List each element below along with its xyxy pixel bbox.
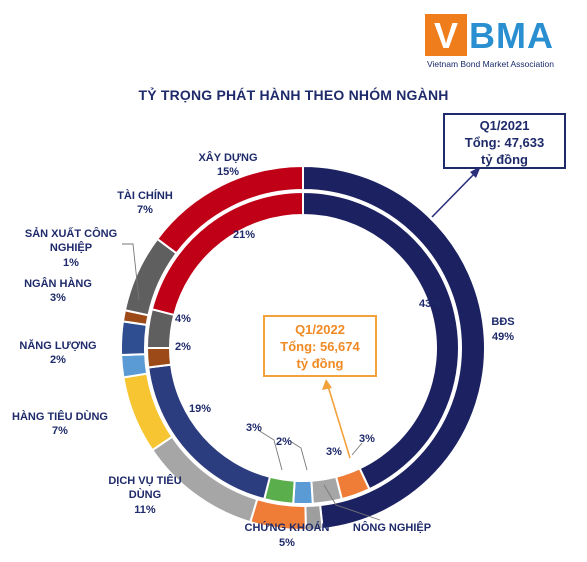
pct-inner-lightblue: 2% [276, 436, 292, 448]
pct-inner-orange: 3% [359, 433, 375, 445]
leader-sxcn [122, 243, 140, 301]
outer-slice-6 [120, 320, 148, 357]
callout-q2021-period: Q1/2021 [479, 118, 530, 133]
label-dich-vu-tieu-dung: DỊCH VỤ TIÊU DÙNG 11% [108, 474, 181, 516]
label-nong-nghiep: NÔNG NGHIỆP [353, 521, 431, 534]
label-ngan-hang: NGÂN HÀNG 3% [24, 277, 92, 304]
label-hang-tieu-dung: HÀNG TIÊU DÙNG 7% [12, 410, 108, 437]
category-labels: BĐS 49% NÔNG NGHIỆP CHỨNG KHOÁN 5% DỊCH VỤ… [12, 151, 515, 549]
outer-ring-q2021 [120, 164, 486, 531]
arrow-q2021 [431, 171, 477, 218]
arrow-q2022 [327, 385, 351, 459]
logo-subtitle: Vietnam Bond Market Association [427, 59, 554, 69]
inner-slice-7 [145, 307, 176, 349]
pct-inner-green: 3% [246, 422, 262, 434]
outer-slice-5 [120, 353, 149, 379]
leader-inner-3a [257, 429, 283, 471]
callout-arrows [322, 166, 481, 459]
label-chung-khoan: CHỨNG KHOÁN 5% [245, 521, 330, 549]
vbma-logo: V BMA Vietnam Bond Market Association [425, 14, 573, 72]
pct-inner-navy2: 19% [189, 403, 211, 415]
leader-inner-3c [351, 442, 363, 456]
label-bds: BĐS 49% [491, 316, 514, 343]
logo-letter-v: V [433, 15, 458, 56]
pct-inner-gray: 3% [326, 446, 342, 458]
leader-lines [122, 243, 381, 521]
callout-q2021: Q1/2021 Tổng: 47,633 tỷ đồng [443, 113, 566, 169]
arrowhead-q2021 [470, 166, 481, 178]
logo-letters: BMA [469, 15, 554, 56]
pct-inner-red: 21% [233, 229, 255, 241]
inner-slice-8 [150, 190, 304, 317]
leader-nong-nghiep [323, 484, 381, 521]
pct-inner-darkgray: 4% [175, 313, 191, 325]
callout-q2022-total: Tổng: 56,674 [280, 339, 360, 354]
callout-q2022: Q1/2022 Tổng: 56,674 tỷ đồng [263, 315, 377, 377]
label-tai-chinh: TÀI CHÍNH 7% [117, 189, 173, 216]
chart-title: TỶ TRỌNG PHÁT HÀNH THEO NHÓM NGÀNH [138, 87, 449, 103]
leader-inner-2 [289, 440, 308, 471]
pct-inner-bds: 43% [419, 298, 441, 310]
logo-mark [425, 14, 467, 56]
label-nang-luong: NĂNG LƯỢNG 2% [19, 339, 96, 366]
label-xay-dung: XÂY DỰNG 15% [198, 151, 257, 178]
outer-slice-9 [155, 164, 304, 255]
callout-q2022-period: Q1/2022 [295, 322, 345, 337]
inner-percent-labels: 43% 3% 3% 2% 3% 19% 2% 4% 21% [175, 229, 441, 458]
inner-slice-3 [292, 479, 314, 505]
inner-slice-6 [145, 347, 173, 369]
callout-q2022-unit: tỷ đồng [296, 356, 344, 371]
label-san-xuat-cong-nghiep: SẢN XUẤT CÔNG NGHIỆP 1% [25, 227, 117, 269]
pct-inner-brown: 2% [175, 341, 191, 353]
callout-q2021-unit: tỷ đồng [481, 152, 528, 167]
inner-slice-2 [310, 475, 344, 505]
arrowhead-q2022 [322, 379, 332, 390]
inner-ring-q2022 [145, 190, 460, 505]
callout-q2021-total: Tổng: 47,633 [464, 135, 545, 150]
